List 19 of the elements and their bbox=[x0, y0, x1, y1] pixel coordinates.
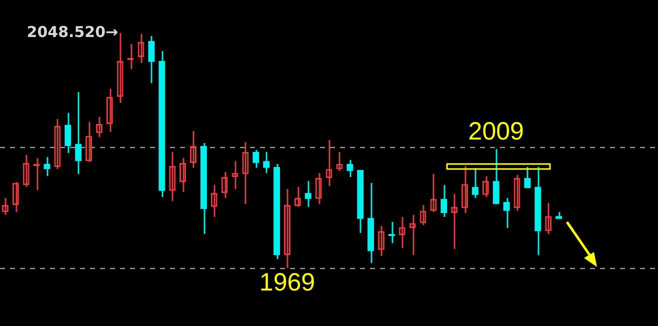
candlestick bbox=[64, 112, 72, 154]
candlestick bbox=[127, 43, 134, 70]
candlestick bbox=[524, 166, 531, 189]
candlestick bbox=[44, 156, 50, 177]
annotation: 1969 bbox=[259, 268, 316, 296]
candlestick bbox=[472, 167, 478, 199]
candlestick bbox=[263, 151, 270, 174]
annotation: 2048.520→ bbox=[26, 22, 118, 41]
candlestick bbox=[346, 159, 354, 178]
candlestick bbox=[148, 35, 155, 84]
candlestick bbox=[75, 91, 82, 175]
candlestick bbox=[33, 157, 40, 191]
candlestick bbox=[503, 197, 510, 229]
candlestick bbox=[440, 184, 448, 218]
annotation: 2009 bbox=[468, 117, 524, 146]
candlestick bbox=[304, 180, 312, 208]
candlestick bbox=[388, 221, 395, 244]
candlestick bbox=[492, 148, 500, 205]
candlestick bbox=[252, 149, 260, 169]
